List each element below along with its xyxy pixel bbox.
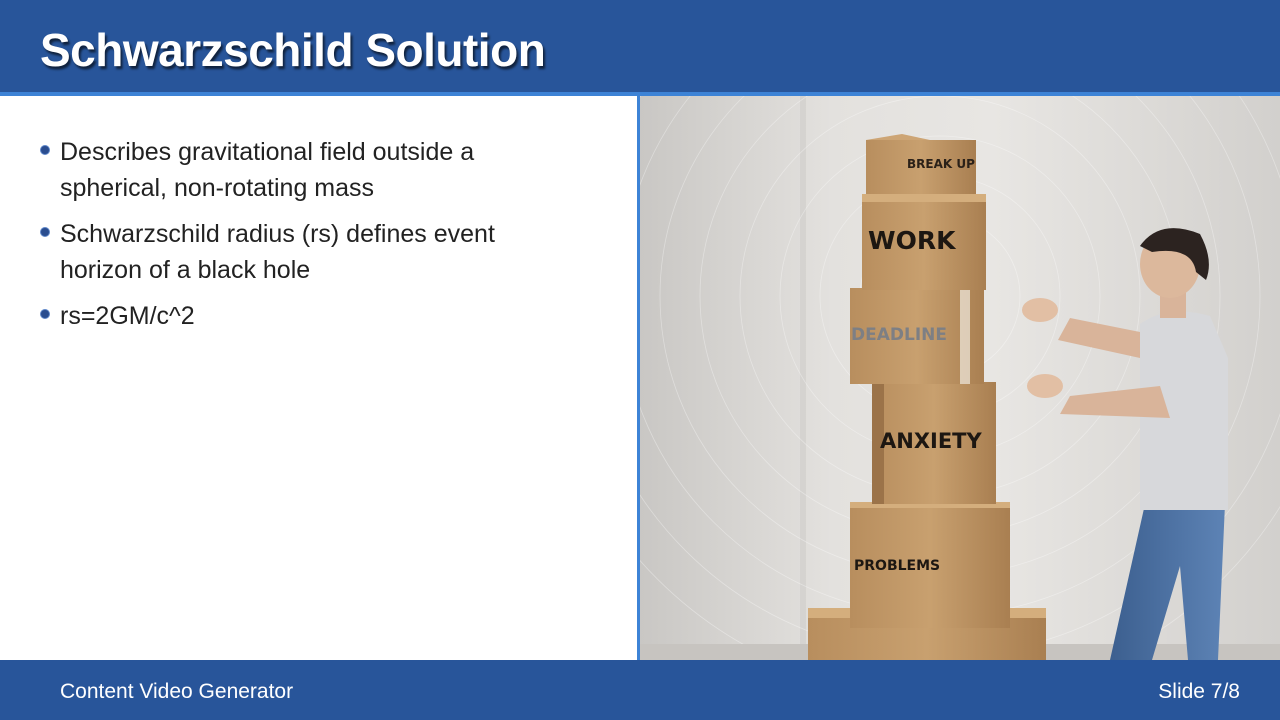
slide-title: Schwarzschild Solution	[40, 24, 546, 76]
bullet-text: rs=2GM/c^2	[60, 302, 195, 330]
slide-header: Schwarzschild Solution	[0, 0, 1280, 92]
bullet-text: Schwarzschild radius (rs) defines event …	[60, 220, 495, 284]
bullet-text: Describes gravitational field outside a …	[60, 138, 475, 202]
box-label-work: WORK	[868, 226, 957, 255]
column-divider	[637, 96, 640, 660]
bullet-list: Describes gravitational field outside a …	[40, 134, 560, 344]
man-figure	[1022, 228, 1228, 660]
stacked-boxes-photo: BREAK UP WORK DEADLINE ANXIETY PROBLEMS	[640, 96, 1280, 660]
bullet-dot-icon	[40, 145, 50, 155]
header-accent-rule	[0, 92, 1280, 96]
bullet-item: Schwarzschild radius (rs) defines event …	[40, 216, 560, 288]
bullet-item: rs=2GM/c^2	[40, 298, 560, 334]
box-label-break-up: BREAK UP	[907, 157, 975, 171]
slide-photo: BREAK UP WORK DEADLINE ANXIETY PROBLEMS	[640, 96, 1280, 660]
footer-brand: Content Video Generator	[60, 680, 294, 703]
bullet-item: Describes gravitational field outside a …	[40, 134, 560, 206]
slide-footer: Content Video Generator Slide 7/8	[0, 660, 1280, 720]
box-label-deadline: DEADLINE	[851, 325, 947, 345]
box-label-problems: PROBLEMS	[854, 558, 940, 574]
box-label-anxiety: ANXIETY	[880, 429, 983, 453]
bullet-dot-icon	[40, 227, 50, 237]
slide-counter: Slide 7/8	[1158, 680, 1240, 703]
bullet-dot-icon	[40, 309, 50, 319]
